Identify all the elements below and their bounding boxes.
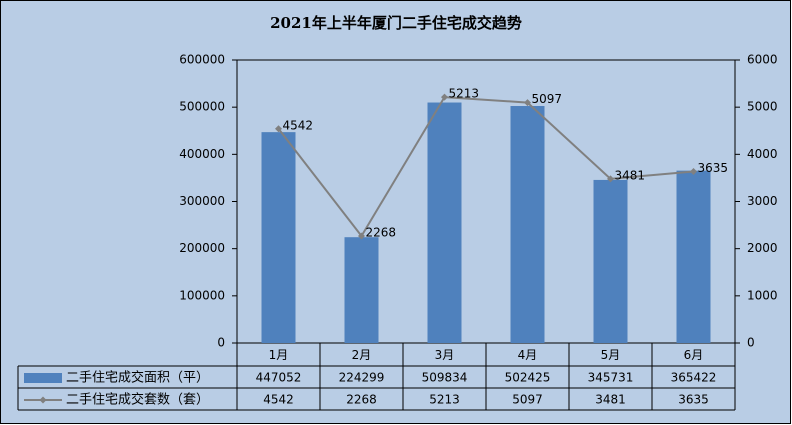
table-value: 2268 bbox=[346, 393, 377, 407]
x-tick-label: 5月 bbox=[601, 348, 621, 362]
table-value: 3635 bbox=[678, 393, 709, 407]
y2-tick-label: 2000 bbox=[747, 241, 778, 255]
table-value: 365422 bbox=[671, 371, 717, 385]
data-label: 3481 bbox=[615, 168, 646, 182]
table-value: 3481 bbox=[595, 393, 626, 407]
y2-tick-label: 5000 bbox=[747, 100, 778, 114]
legend-swatch bbox=[24, 373, 62, 383]
data-label: 2268 bbox=[366, 226, 397, 240]
table-value: 509834 bbox=[422, 371, 468, 385]
table-value: 502425 bbox=[505, 371, 551, 385]
table-value: 5097 bbox=[512, 393, 543, 407]
y-tick-label: 200000 bbox=[179, 241, 225, 255]
bar bbox=[510, 106, 545, 343]
data-label: 3635 bbox=[698, 161, 729, 175]
y-tick-label: 300000 bbox=[179, 194, 225, 208]
data-label: 5213 bbox=[449, 87, 480, 101]
legend-label: 二手住宅成交面积（平） bbox=[66, 370, 209, 386]
y2-tick-label: 0 bbox=[747, 336, 755, 350]
table-value: 224299 bbox=[339, 371, 385, 385]
x-tick-label: 1月 bbox=[269, 348, 289, 362]
y-tick-label: 0 bbox=[217, 336, 225, 350]
y2-tick-label: 4000 bbox=[747, 147, 778, 161]
bar bbox=[344, 237, 379, 343]
line-marker bbox=[524, 99, 531, 107]
y-tick-label: 400000 bbox=[179, 147, 225, 161]
bar bbox=[427, 102, 462, 344]
line-marker bbox=[358, 232, 365, 240]
data-label: 4542 bbox=[283, 118, 314, 132]
table-value: 4542 bbox=[263, 393, 294, 407]
x-tick-label: 4月 bbox=[518, 348, 538, 362]
line bbox=[277, 96, 694, 238]
chart-title: 2021年上半年厦门二手住宅成交趋势 bbox=[270, 14, 522, 32]
x-tick-label: 3月 bbox=[435, 348, 455, 362]
table-value: 447052 bbox=[256, 371, 302, 385]
y2-tick-label: 6000 bbox=[747, 53, 778, 67]
y2-tick-label: 1000 bbox=[747, 288, 778, 302]
line-marker bbox=[275, 125, 282, 133]
x-tick-label: 2月 bbox=[352, 348, 372, 362]
table-value: 5213 bbox=[429, 393, 460, 407]
data-label: 5097 bbox=[532, 92, 563, 106]
line-marker bbox=[607, 175, 614, 183]
table-value: 345731 bbox=[588, 371, 634, 385]
legend-label: 二手住宅成交套数（套） bbox=[66, 392, 209, 408]
bar bbox=[593, 179, 628, 343]
y2-tick-label: 3000 bbox=[747, 194, 778, 208]
line-marker bbox=[690, 168, 697, 176]
y-tick-label: 500000 bbox=[179, 100, 225, 114]
legend-marker bbox=[39, 396, 47, 404]
y-tick-label: 600000 bbox=[179, 53, 225, 67]
y-tick-label: 100000 bbox=[179, 288, 225, 302]
x-tick-label: 6月 bbox=[684, 348, 704, 362]
bar bbox=[261, 132, 296, 343]
line-marker bbox=[441, 93, 448, 101]
bar bbox=[676, 170, 711, 343]
